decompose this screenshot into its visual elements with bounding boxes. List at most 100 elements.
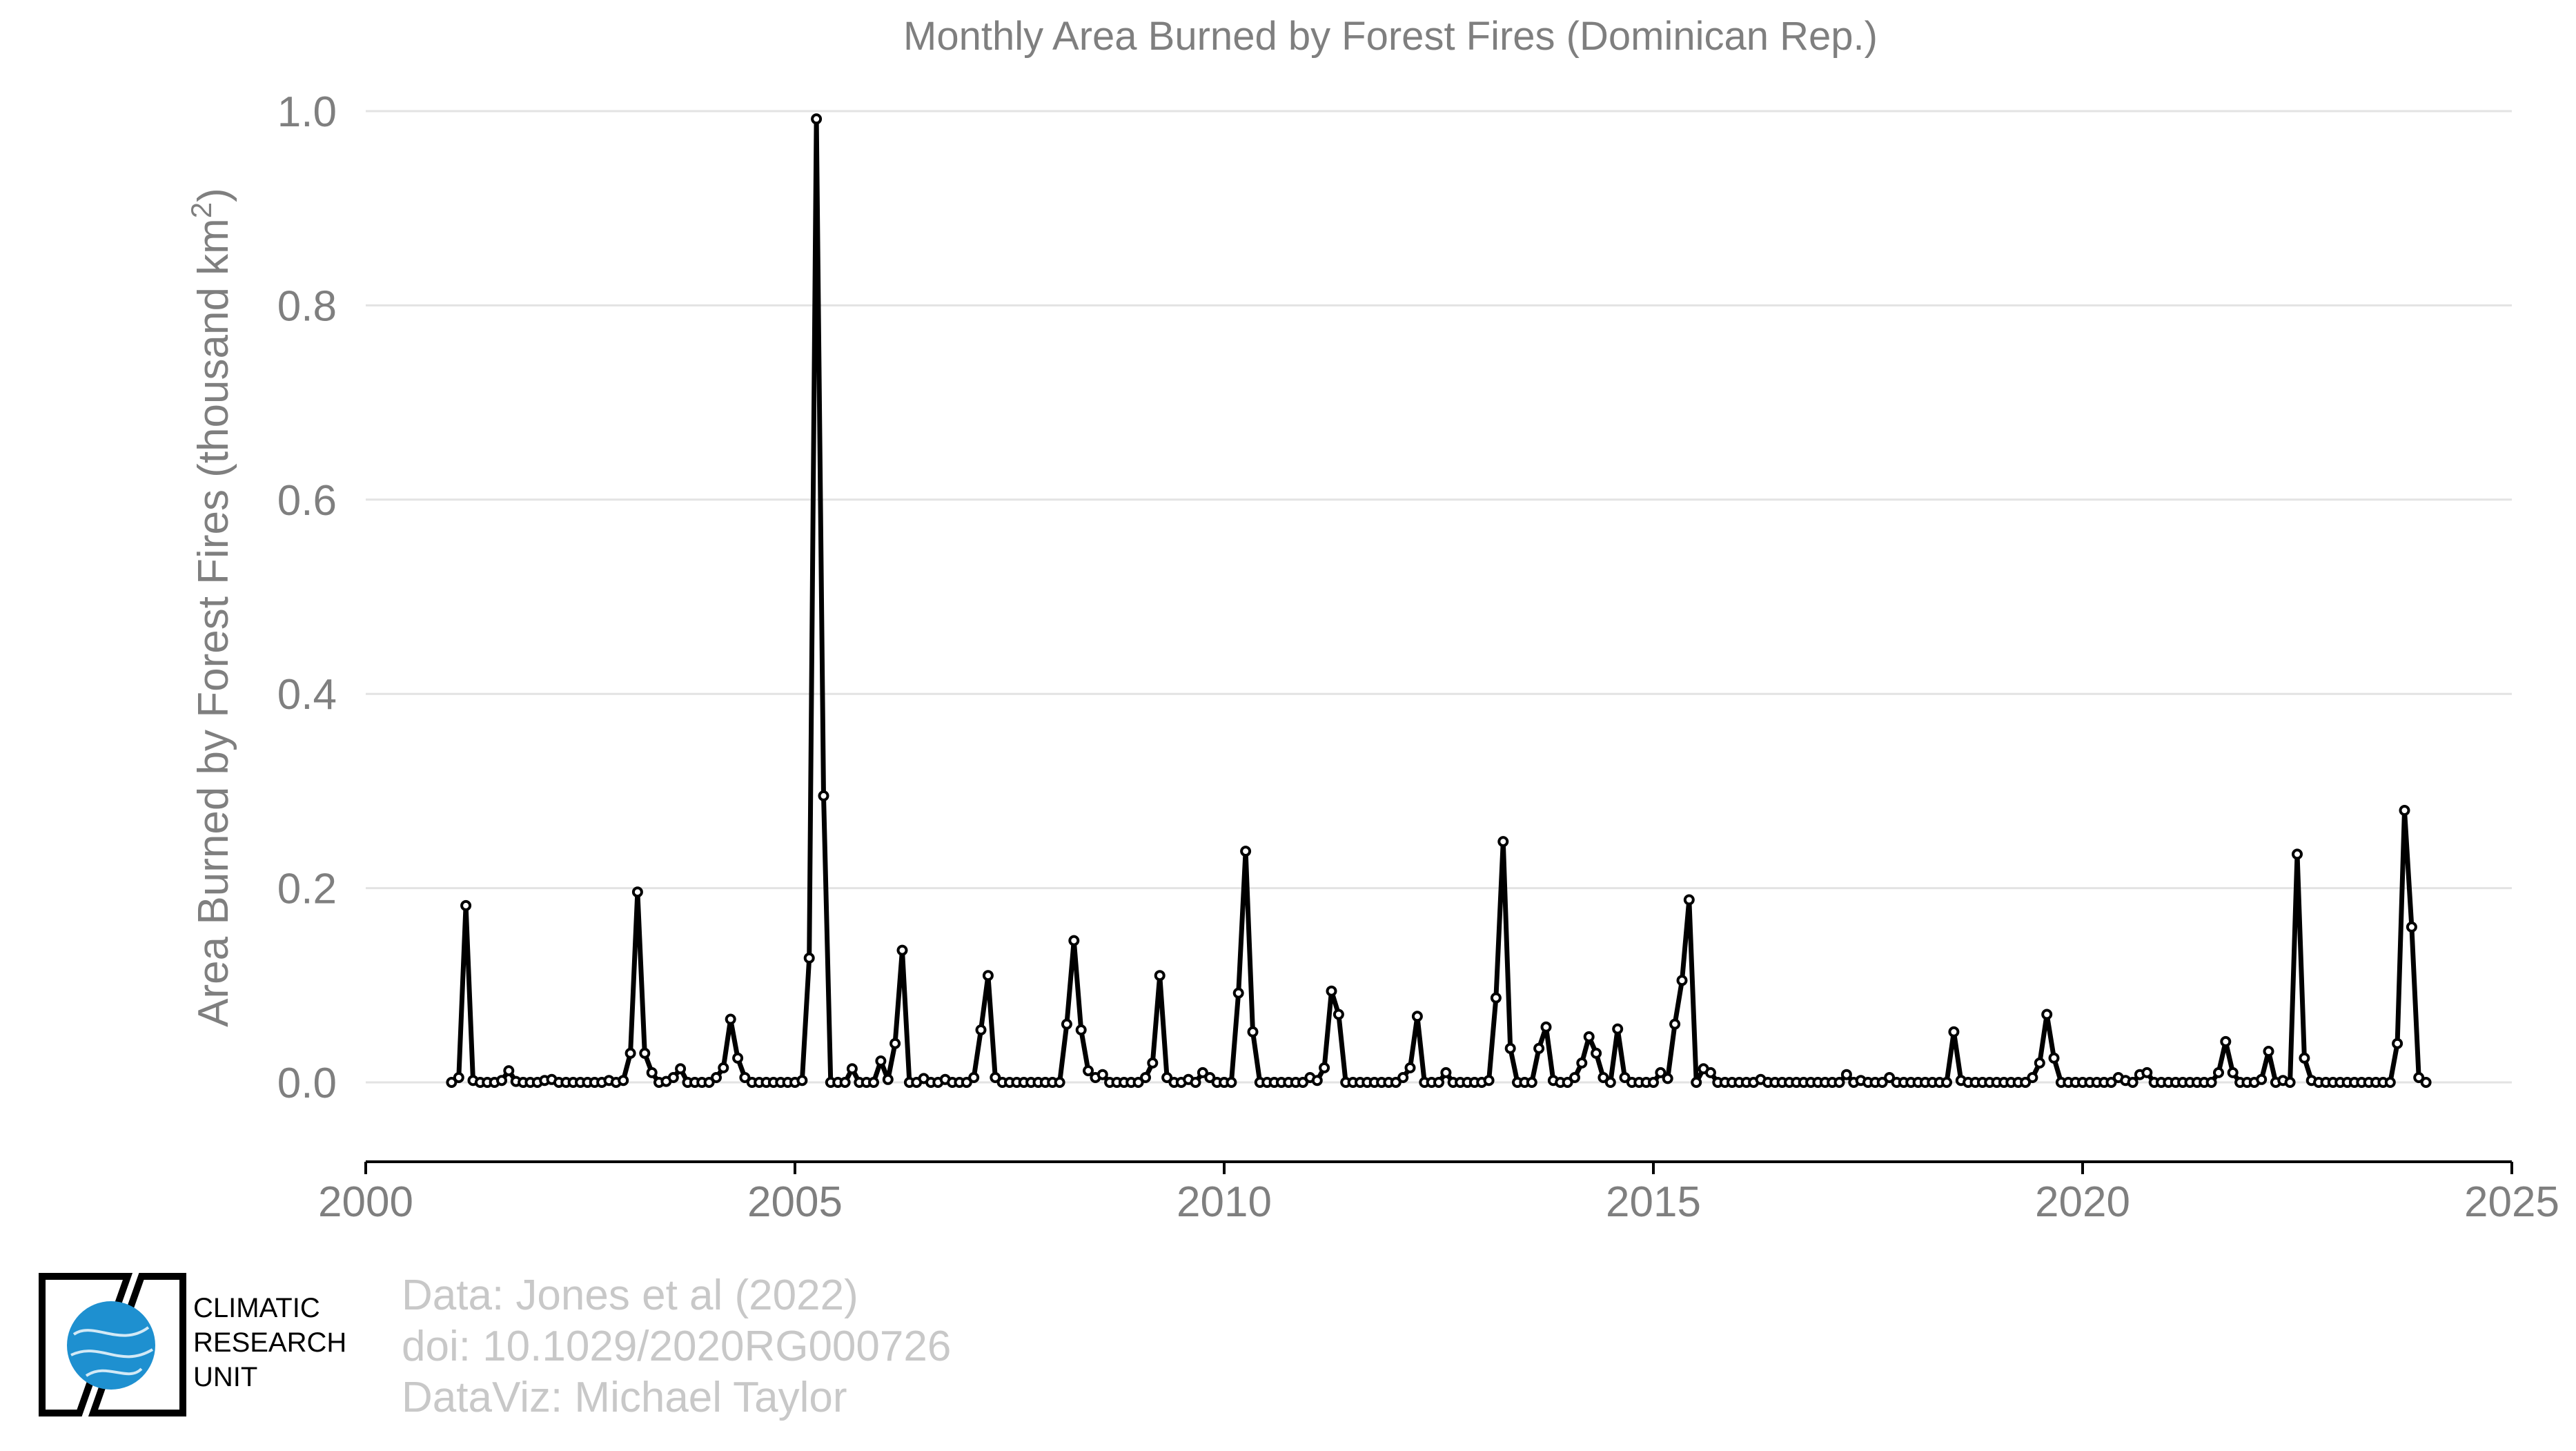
logo-bracket-right-icon bbox=[88, 1273, 186, 1416]
credit-dataviz: DataViz: Michael Taylor bbox=[402, 1374, 847, 1421]
data-point bbox=[818, 790, 829, 801]
data-point bbox=[2406, 921, 2417, 933]
data-point bbox=[1075, 1024, 1087, 1035]
data-point bbox=[1204, 1072, 1216, 1083]
data-point bbox=[1083, 1065, 1094, 1077]
data-point bbox=[1140, 1072, 1151, 1083]
y-axis-label-superscript: 2 bbox=[185, 202, 217, 218]
data-point bbox=[803, 952, 815, 964]
x-tick-label: 2000 bbox=[318, 1178, 413, 1226]
data-point bbox=[1433, 1077, 1444, 1088]
data-point bbox=[2041, 1009, 2053, 1020]
data-point bbox=[1147, 1057, 1159, 1069]
x-tick-label: 2010 bbox=[1177, 1178, 1272, 1226]
data-point bbox=[2256, 1073, 2268, 1085]
data-point bbox=[1411, 1011, 1423, 1022]
data-point bbox=[1676, 975, 1688, 986]
data-point bbox=[1390, 1077, 1402, 1088]
x-tick-label: 2015 bbox=[1606, 1178, 1701, 1226]
data-point bbox=[2141, 1067, 2153, 1078]
data-point bbox=[1604, 1077, 1616, 1088]
data-point bbox=[1619, 1072, 1631, 1083]
data-points bbox=[446, 113, 2432, 1088]
data-point bbox=[2263, 1046, 2274, 1057]
credit-data-source: Data: Jones et al (2022) bbox=[402, 1272, 858, 1319]
data-point bbox=[2292, 848, 2303, 860]
data-point bbox=[1404, 1062, 1416, 1073]
data-point bbox=[1941, 1077, 1952, 1088]
data-point bbox=[1533, 1042, 1545, 1054]
data-point bbox=[882, 1073, 894, 1085]
data-point bbox=[1655, 1067, 1666, 1078]
data-point bbox=[718, 1062, 729, 1073]
cru-logo bbox=[38, 1272, 190, 1417]
data-point bbox=[1061, 1018, 1072, 1030]
y-tick-label: 0.4 bbox=[277, 671, 337, 719]
x-tick-label: 2005 bbox=[747, 1178, 843, 1226]
data-point bbox=[796, 1075, 808, 1087]
data-point bbox=[1247, 1026, 1259, 1038]
data-point bbox=[2384, 1077, 2396, 1088]
series-line bbox=[450, 116, 2428, 1085]
y-axis-label-text: Area Burned by Forest Fires (thousand km bbox=[190, 218, 237, 1027]
data-point bbox=[1569, 1072, 1580, 1083]
data-point bbox=[2105, 1077, 2117, 1088]
data-point bbox=[496, 1075, 507, 1087]
data-point bbox=[2205, 1077, 2217, 1088]
x-tick-label: 2025 bbox=[2464, 1178, 2559, 1226]
gridlines bbox=[366, 110, 2512, 1084]
data-point bbox=[1662, 1073, 1673, 1084]
data-point bbox=[1884, 1072, 1896, 1083]
data-point bbox=[2027, 1072, 2038, 1083]
y-tick-label: 0.2 bbox=[277, 866, 337, 913]
data-point bbox=[1297, 1077, 1308, 1088]
data-point bbox=[1333, 1009, 1344, 1020]
data-point bbox=[2220, 1035, 2232, 1047]
data-point bbox=[1483, 1075, 1495, 1087]
data-point bbox=[618, 1075, 629, 1087]
data-point bbox=[975, 1024, 987, 1035]
globe-swirl-icon bbox=[70, 1326, 154, 1377]
data-point bbox=[875, 1055, 887, 1067]
data-point bbox=[1132, 1077, 1144, 1088]
data-point bbox=[667, 1072, 679, 1083]
data-point bbox=[2420, 1077, 2432, 1088]
data-point bbox=[1833, 1077, 1845, 1088]
data-point bbox=[1319, 1062, 1330, 1073]
logo-line-2: RESEARCH bbox=[193, 1327, 347, 1358]
credit-doi: doi: 10.1029/2020RG000726 bbox=[402, 1323, 952, 1370]
data-point bbox=[639, 1047, 651, 1059]
data-point bbox=[839, 1077, 851, 1088]
data-point bbox=[1591, 1047, 1602, 1059]
y-tick-label: 0.8 bbox=[277, 282, 337, 330]
data-point bbox=[811, 113, 823, 125]
data-point bbox=[1526, 1077, 1537, 1088]
data-point bbox=[2399, 805, 2410, 816]
data-point bbox=[889, 1038, 901, 1049]
data-point bbox=[2048, 1052, 2060, 1064]
data-point bbox=[446, 1077, 458, 1088]
data-point bbox=[1648, 1077, 1659, 1088]
data-point bbox=[1612, 1023, 1624, 1035]
data-point bbox=[453, 1072, 464, 1083]
data-point bbox=[1504, 1042, 1516, 1054]
data-point bbox=[2299, 1052, 2310, 1064]
data-point bbox=[968, 1072, 980, 1083]
logo-line-3: UNIT bbox=[193, 1362, 258, 1392]
globe-icon bbox=[67, 1301, 155, 1390]
chart-title: Monthly Area Burned by Forest Fires (Dom… bbox=[903, 14, 1878, 59]
data-point bbox=[1683, 894, 1695, 906]
data-point bbox=[625, 1047, 636, 1059]
data-point bbox=[1669, 1018, 1681, 1030]
logo-line-1: CLIMATIC bbox=[193, 1293, 320, 1323]
data-point bbox=[2284, 1077, 2296, 1088]
data-point bbox=[1440, 1067, 1452, 1078]
data-point bbox=[1097, 1069, 1108, 1080]
data-point bbox=[1497, 836, 1509, 848]
data-point bbox=[1876, 1077, 1888, 1088]
data-point bbox=[631, 886, 643, 898]
data-point bbox=[1311, 1075, 1323, 1087]
y-tick-label: 0.6 bbox=[277, 477, 337, 525]
data-point bbox=[1232, 987, 1244, 999]
data-point bbox=[1397, 1072, 1409, 1083]
